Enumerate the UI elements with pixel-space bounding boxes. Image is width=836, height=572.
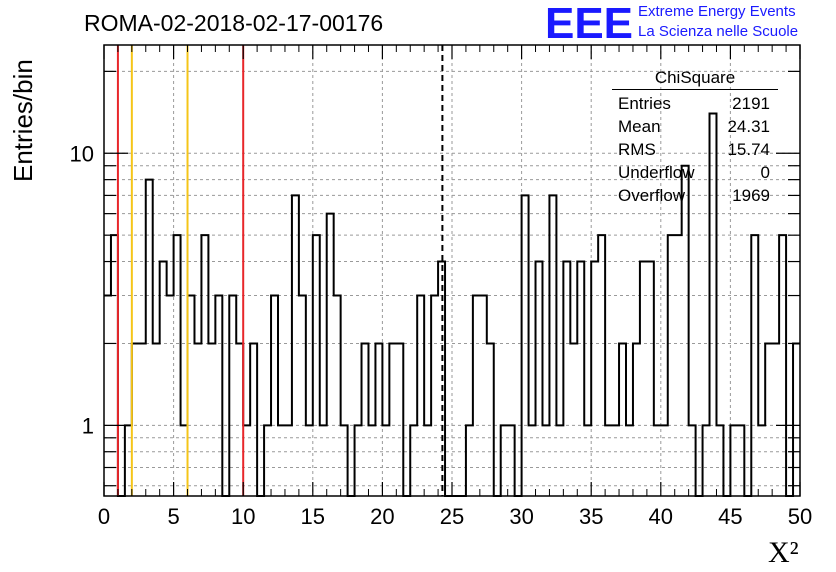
x-tick-label: 30	[509, 504, 533, 529]
stats-row-underflow: Underflow 0	[612, 161, 778, 184]
x-axis-label: X²	[768, 536, 799, 569]
x-tick-label: 35	[579, 504, 603, 529]
chart-title: ROMA-02-2018-02-17-00176	[84, 10, 384, 36]
histogram-outline	[104, 112, 800, 497]
x-tick-label: 50	[788, 504, 812, 529]
stats-row-overflow: Overflow 1969	[612, 184, 778, 207]
histogram-line	[104, 112, 800, 497]
x-tick-label: 25	[440, 504, 464, 529]
y-tick-label: 10	[70, 141, 94, 166]
marker-lines	[116, 45, 444, 496]
stats-label: Mean	[618, 117, 661, 136]
x-tick-label: 20	[370, 504, 394, 529]
stats-value: 15.74	[727, 140, 770, 159]
x-tick-label: 0	[98, 504, 110, 529]
stats-value: 1969	[732, 186, 770, 205]
stats-label: Underflow	[618, 163, 695, 182]
stats-value: 2191	[732, 94, 770, 113]
x-tick-label: 15	[301, 504, 325, 529]
logo-line-2: La Scienza nelle Scuole	[638, 23, 799, 40]
logo-text: EEE	[545, 2, 633, 42]
x-tick-label: 10	[231, 504, 255, 529]
logo-line-1: Extreme Energy Events	[638, 3, 796, 20]
x-tick-label: 45	[718, 504, 742, 529]
x-tick-label: 40	[649, 504, 673, 529]
eee-logo: EEE	[545, 2, 633, 42]
x-tick-label: 5	[167, 504, 179, 529]
stats-box: ChiSquare Entries 2191 Mean 24.31 RMS 15.74…	[612, 68, 778, 207]
stats-row-rms: RMS 15.74	[612, 138, 778, 161]
stats-value: 0	[760, 163, 770, 182]
stats-value: 24.31	[727, 117, 770, 136]
axis-ticks	[103, 45, 801, 496]
stats-row-mean: Mean 24.31	[612, 115, 778, 138]
stats-label: RMS	[618, 140, 656, 159]
stats-title: ChiSquare	[612, 68, 778, 90]
stats-row-entries: Entries 2191	[612, 92, 778, 115]
stats-label: Overflow	[618, 186, 686, 205]
stats-label: Entries	[618, 94, 671, 113]
y-tick-label: 1	[82, 413, 94, 438]
tick-labels: 0 5 10 15 20 25 30 35 40 45 50 1 10	[70, 141, 813, 529]
